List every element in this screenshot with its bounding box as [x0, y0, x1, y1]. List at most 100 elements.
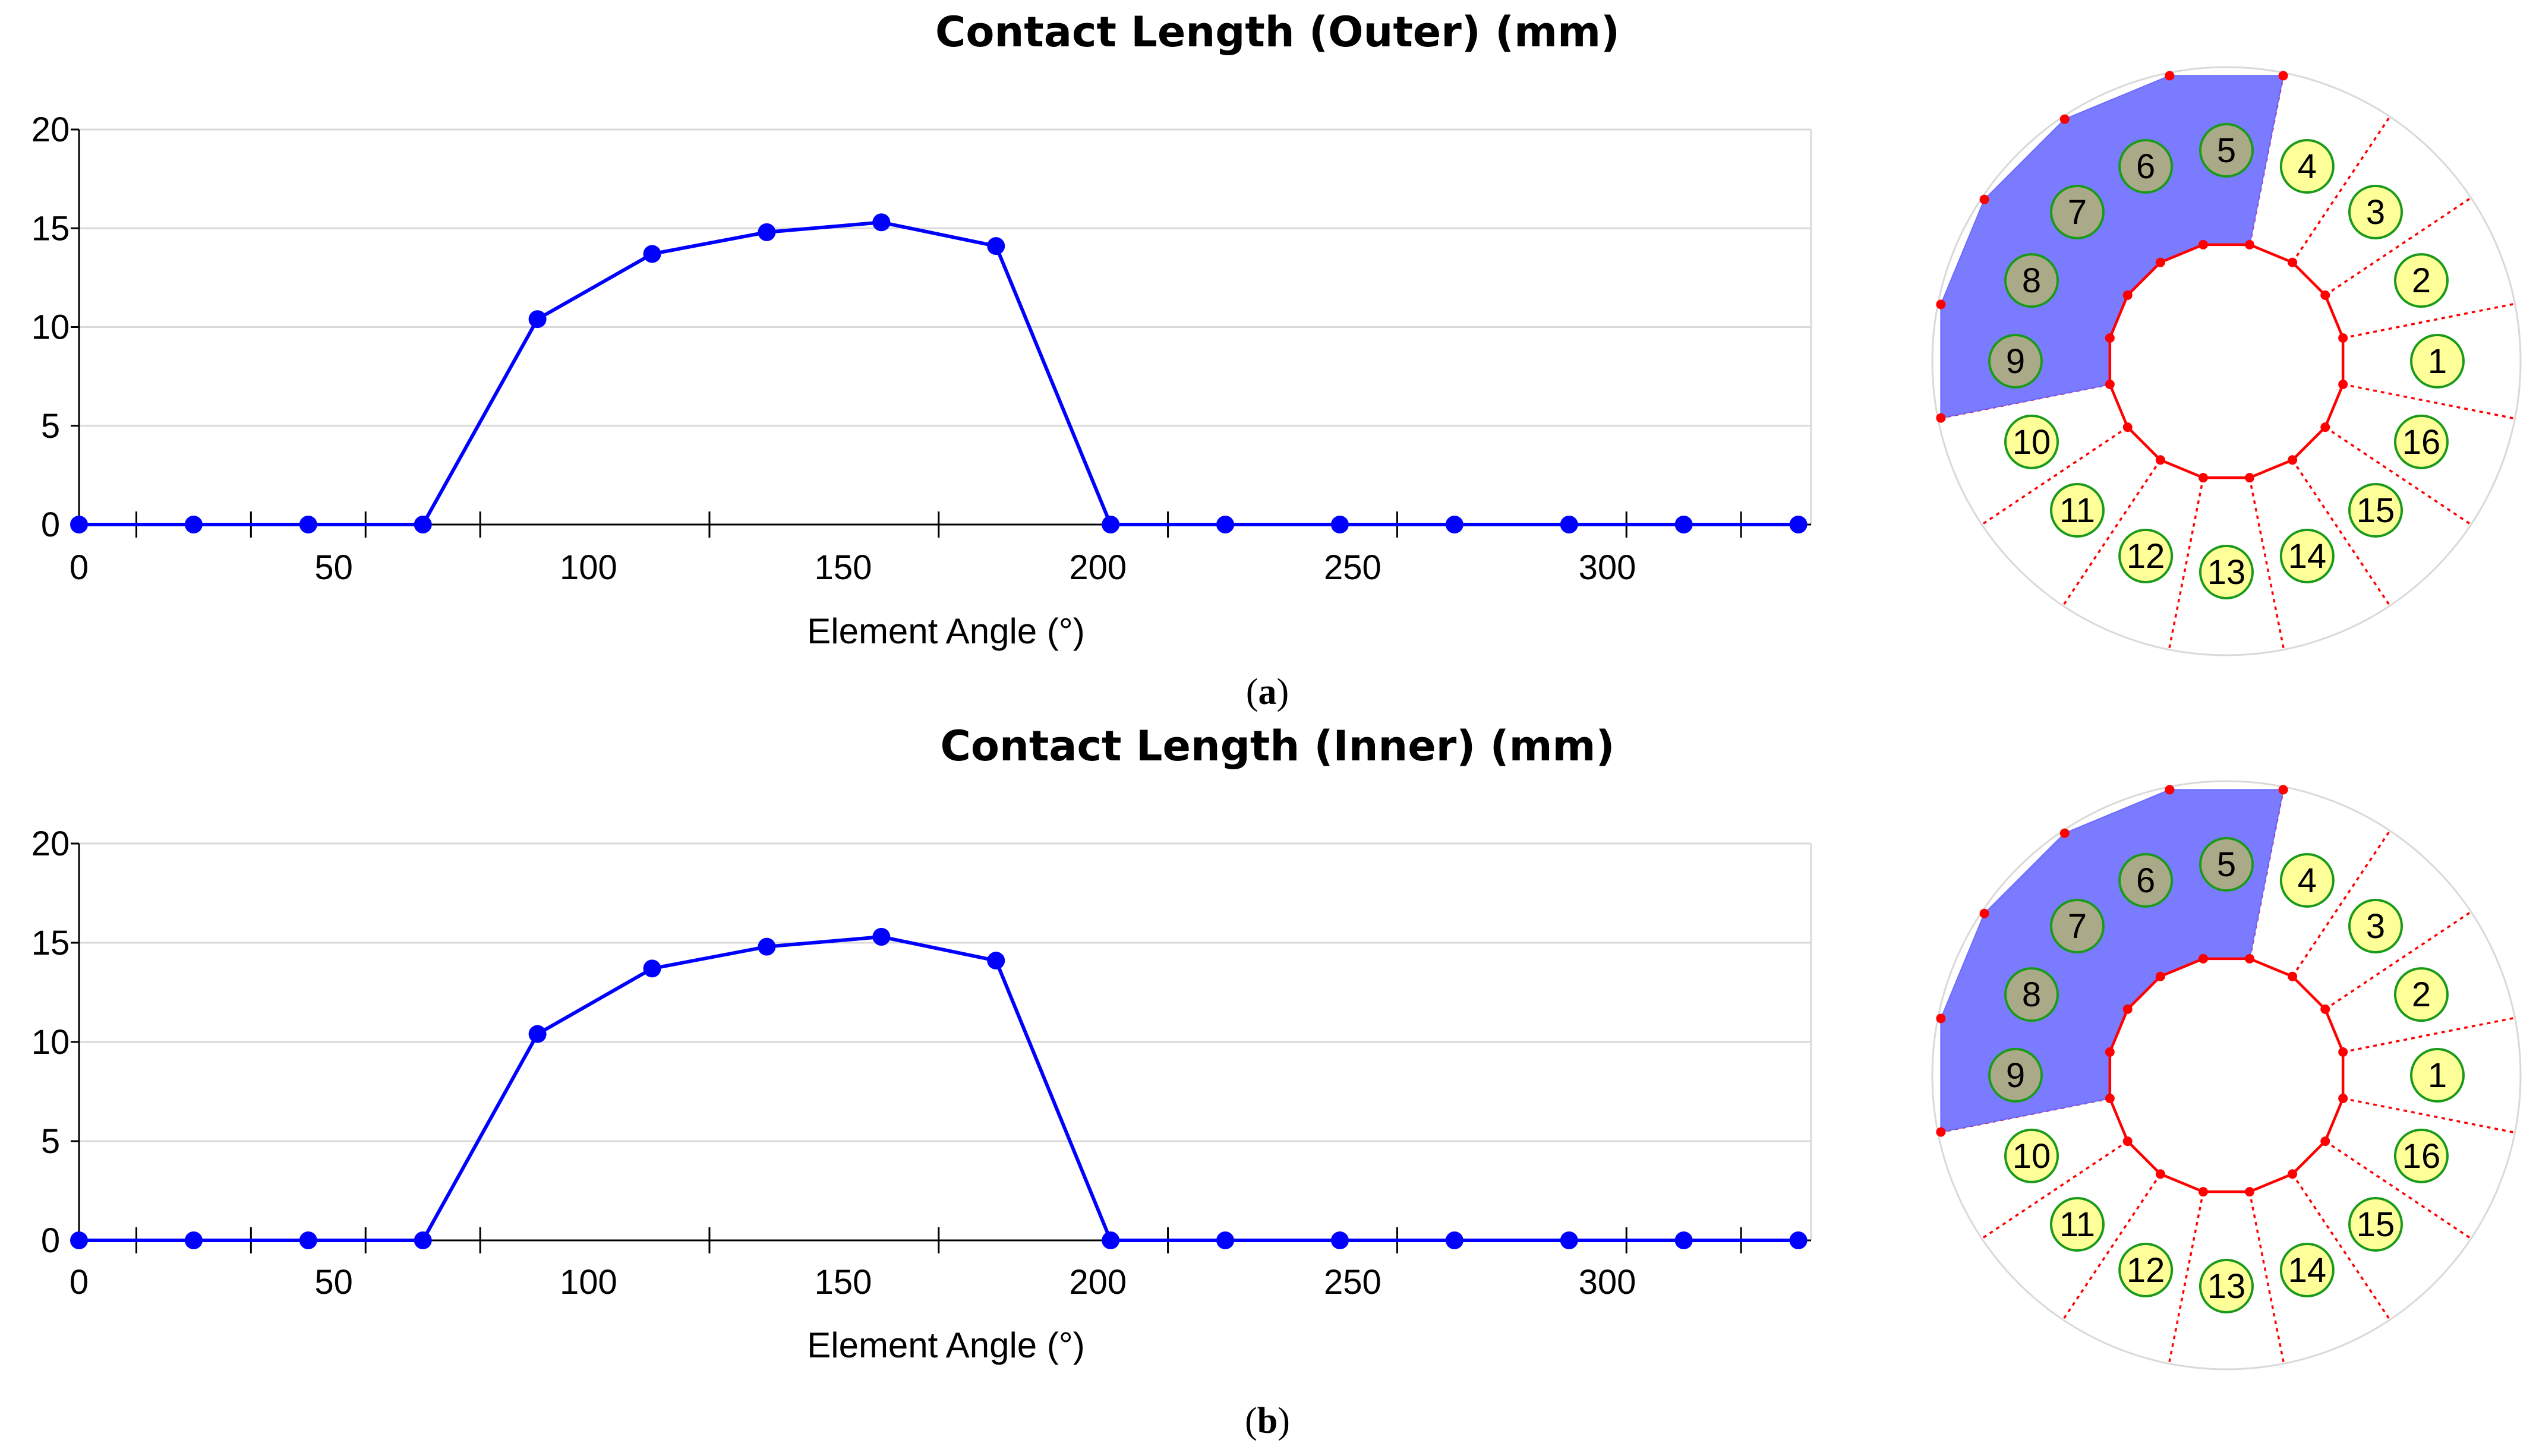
data-point — [70, 516, 88, 533]
element-marker — [2410, 334, 2465, 389]
data-point — [1445, 516, 1463, 533]
data-point — [643, 245, 661, 263]
series-line — [79, 220, 1799, 526]
element-marker — [2004, 414, 2059, 469]
element-marker — [2348, 483, 2403, 538]
element-marker — [2118, 853, 2174, 908]
data-point — [1789, 1231, 1808, 1249]
element-marker — [2199, 545, 2254, 599]
element-marker — [2004, 967, 2059, 1022]
element-label: 8 — [2022, 261, 2041, 300]
data-point — [414, 1231, 432, 1249]
panel-caption-letter: a — [1258, 672, 1277, 712]
outer-node — [2059, 828, 2070, 838]
element-marker — [2348, 1197, 2403, 1252]
element-marker — [2199, 123, 2254, 178]
element-label: 14 — [2288, 1251, 2327, 1290]
boundary-line — [2291, 1173, 2391, 1321]
data-point — [299, 516, 317, 533]
x-axis-label: Element Angle (°) — [807, 1325, 1085, 1365]
element-label: 16 — [2402, 1137, 2441, 1176]
outer-node — [1936, 299, 1946, 309]
element-label: 6 — [2136, 861, 2155, 900]
element-label: 3 — [2366, 907, 2385, 946]
boundary-line — [2324, 426, 2472, 526]
element-label: 4 — [2298, 147, 2317, 186]
data-point — [528, 310, 547, 329]
inner-node — [2245, 1187, 2255, 1197]
element-label: 11 — [2059, 491, 2095, 530]
data-point — [758, 223, 776, 241]
boundary-line — [2342, 1016, 2515, 1053]
inner-node — [2245, 239, 2255, 249]
series-line — [79, 934, 1799, 1242]
element-label: 12 — [2127, 537, 2165, 576]
element-marker — [2049, 898, 2105, 953]
outer-node — [2278, 785, 2288, 795]
element-marker — [2279, 853, 2335, 908]
inner-node — [2198, 1187, 2208, 1197]
x-tick-label: 250 — [1324, 548, 1381, 587]
panel-caption: (a) — [1246, 672, 1289, 712]
element-label: 2 — [2412, 975, 2431, 1014]
boundary-line — [2168, 477, 2204, 650]
inner-ring — [2108, 957, 2345, 1193]
inner-node — [2155, 971, 2165, 981]
inner-node — [2338, 380, 2348, 390]
boundary-line — [2248, 477, 2285, 650]
element-label: 15 — [2357, 1205, 2395, 1244]
outer-node — [1979, 194, 1989, 204]
boundary-line — [2324, 1140, 2472, 1240]
element-label: 13 — [2207, 1267, 2246, 1306]
x-tick-label: 200 — [1069, 1263, 1127, 1302]
element-label: 3 — [2366, 193, 2385, 232]
element-marker — [2279, 1242, 2335, 1297]
boundary-line — [2291, 830, 2391, 977]
boundary-line — [2291, 116, 2391, 263]
element-marker — [2348, 898, 2403, 953]
inner-node — [2122, 422, 2133, 432]
boundary-line — [2324, 911, 2472, 1010]
element-marker — [2199, 837, 2254, 892]
inner-node — [2198, 239, 2208, 249]
boundary-line — [2291, 459, 2391, 607]
inner-ring — [2108, 243, 2345, 479]
x-tick-label: 0 — [70, 548, 89, 587]
chart-title: Contact Length (Inner) (mm) — [941, 722, 1615, 770]
data-point — [70, 1231, 88, 1249]
element-marker — [2118, 1242, 2174, 1297]
data-point — [1674, 516, 1693, 533]
element-label: 15 — [2357, 491, 2395, 530]
inner-node — [2155, 455, 2165, 465]
element-marker — [1988, 1048, 2043, 1103]
element-label: 14 — [2288, 537, 2327, 576]
y-tick-label: 0 — [41, 1221, 60, 1260]
inner-node — [2338, 1094, 2348, 1104]
element-marker — [2004, 253, 2059, 308]
x-tick-label: 0 — [70, 1263, 89, 1302]
element-label: 5 — [2217, 845, 2236, 884]
inner-node — [2288, 971, 2298, 981]
boundary-line — [2168, 1191, 2204, 1364]
element-label: 10 — [2013, 423, 2051, 462]
outer-node — [1936, 1013, 1946, 1024]
element-marker — [2279, 528, 2335, 583]
inner-node — [2245, 473, 2255, 483]
y-tick-label: 10 — [31, 308, 70, 347]
inner-node — [2320, 1136, 2330, 1147]
element-label: 2 — [2412, 261, 2431, 300]
panel-caption: (b) — [1245, 1401, 1290, 1441]
boundary-line — [1981, 1140, 2128, 1240]
y-tick-label: 20 — [31, 825, 70, 863]
data-point — [987, 237, 1005, 255]
data-point — [528, 1025, 547, 1043]
element-label: 5 — [2217, 131, 2236, 170]
element-label: 10 — [2013, 1137, 2051, 1176]
inner-node — [2155, 1169, 2165, 1179]
data-point — [758, 937, 776, 956]
